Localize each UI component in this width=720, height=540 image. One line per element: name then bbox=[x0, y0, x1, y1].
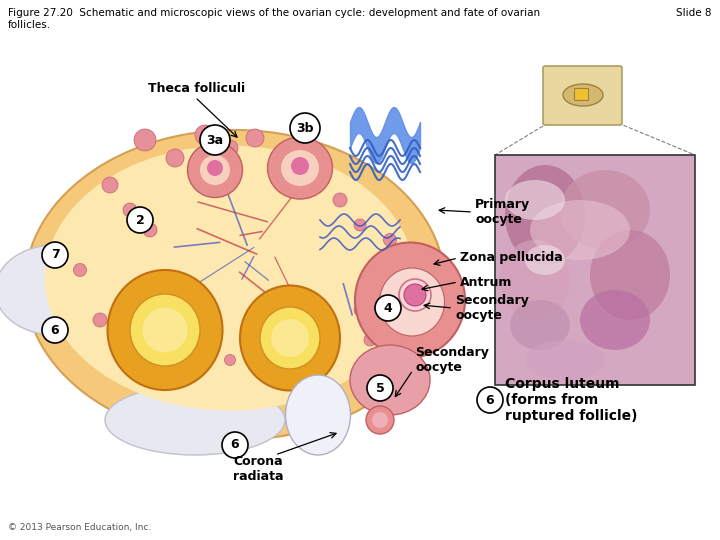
Ellipse shape bbox=[45, 145, 415, 410]
Ellipse shape bbox=[404, 284, 426, 306]
Ellipse shape bbox=[107, 270, 222, 390]
Ellipse shape bbox=[333, 193, 347, 207]
Circle shape bbox=[42, 317, 68, 343]
Ellipse shape bbox=[260, 307, 320, 369]
Ellipse shape bbox=[200, 155, 230, 185]
Ellipse shape bbox=[153, 348, 166, 361]
Circle shape bbox=[42, 242, 68, 268]
Text: 7: 7 bbox=[50, 248, 59, 261]
Text: 5: 5 bbox=[376, 381, 384, 395]
Ellipse shape bbox=[246, 129, 264, 147]
Text: 3b: 3b bbox=[296, 122, 314, 134]
Ellipse shape bbox=[379, 268, 444, 336]
Text: Theca folliculi: Theca folliculi bbox=[148, 82, 245, 95]
Ellipse shape bbox=[225, 354, 235, 366]
Ellipse shape bbox=[143, 307, 187, 353]
Ellipse shape bbox=[560, 170, 650, 250]
Ellipse shape bbox=[166, 149, 184, 167]
Ellipse shape bbox=[268, 137, 333, 199]
Ellipse shape bbox=[325, 349, 336, 361]
Ellipse shape bbox=[281, 150, 319, 186]
Ellipse shape bbox=[143, 223, 157, 237]
Ellipse shape bbox=[102, 177, 118, 193]
Circle shape bbox=[290, 113, 320, 143]
Text: Secondary
oocyte: Secondary oocyte bbox=[415, 346, 489, 374]
Ellipse shape bbox=[73, 264, 86, 276]
Ellipse shape bbox=[384, 233, 397, 246]
Ellipse shape bbox=[0, 245, 115, 335]
Ellipse shape bbox=[207, 160, 223, 176]
Ellipse shape bbox=[510, 300, 570, 350]
Text: Zona pellucida: Zona pellucida bbox=[460, 252, 563, 265]
Text: Secondary
oocyte: Secondary oocyte bbox=[455, 294, 529, 322]
Ellipse shape bbox=[123, 203, 137, 217]
Text: 4: 4 bbox=[384, 301, 392, 314]
Ellipse shape bbox=[580, 290, 650, 350]
Text: 6: 6 bbox=[486, 394, 495, 407]
Text: Slide 8: Slide 8 bbox=[677, 8, 712, 18]
Ellipse shape bbox=[500, 240, 570, 320]
Text: Primary
oocyte: Primary oocyte bbox=[475, 198, 530, 226]
Ellipse shape bbox=[93, 313, 107, 327]
FancyBboxPatch shape bbox=[543, 66, 622, 125]
Circle shape bbox=[477, 387, 503, 413]
Circle shape bbox=[222, 432, 248, 458]
Ellipse shape bbox=[355, 242, 465, 357]
Circle shape bbox=[200, 125, 230, 155]
Bar bbox=[574, 88, 588, 100]
Circle shape bbox=[367, 375, 393, 401]
Ellipse shape bbox=[272, 147, 288, 163]
Text: Antrum: Antrum bbox=[460, 275, 513, 288]
Ellipse shape bbox=[525, 340, 605, 380]
Text: © 2013 Pearson Education, Inc.: © 2013 Pearson Education, Inc. bbox=[8, 523, 151, 532]
Ellipse shape bbox=[222, 140, 238, 156]
Ellipse shape bbox=[354, 304, 366, 316]
Ellipse shape bbox=[563, 84, 603, 106]
Ellipse shape bbox=[350, 345, 430, 415]
Ellipse shape bbox=[194, 352, 206, 364]
Text: 6: 6 bbox=[230, 438, 239, 451]
Ellipse shape bbox=[187, 143, 243, 198]
Ellipse shape bbox=[354, 219, 366, 231]
Ellipse shape bbox=[240, 286, 340, 390]
Ellipse shape bbox=[372, 412, 388, 428]
Text: 2: 2 bbox=[135, 213, 145, 226]
Ellipse shape bbox=[291, 157, 309, 175]
Circle shape bbox=[127, 207, 153, 233]
Text: 6: 6 bbox=[50, 323, 59, 336]
Ellipse shape bbox=[525, 245, 565, 275]
Bar bbox=[495, 155, 695, 385]
Ellipse shape bbox=[366, 406, 394, 434]
Ellipse shape bbox=[271, 319, 309, 357]
Text: 3a: 3a bbox=[207, 133, 224, 146]
Ellipse shape bbox=[293, 173, 307, 187]
Text: Figure 27.20  Schematic and microscopic views of the ovarian cycle: development : Figure 27.20 Schematic and microscopic v… bbox=[8, 8, 540, 30]
Ellipse shape bbox=[130, 294, 200, 366]
Ellipse shape bbox=[364, 334, 376, 346]
Ellipse shape bbox=[590, 230, 670, 320]
Ellipse shape bbox=[25, 130, 445, 440]
Circle shape bbox=[375, 295, 401, 321]
Ellipse shape bbox=[124, 334, 136, 346]
Ellipse shape bbox=[505, 165, 585, 265]
Ellipse shape bbox=[286, 375, 351, 455]
Ellipse shape bbox=[134, 129, 156, 151]
Text: Corpus luteum
(forms from
ruptured follicle): Corpus luteum (forms from ruptured folli… bbox=[505, 377, 637, 423]
Ellipse shape bbox=[195, 125, 215, 145]
Text: Corona
radiata: Corona radiata bbox=[233, 455, 283, 483]
Ellipse shape bbox=[530, 200, 630, 260]
Ellipse shape bbox=[105, 385, 285, 455]
Ellipse shape bbox=[505, 180, 565, 220]
